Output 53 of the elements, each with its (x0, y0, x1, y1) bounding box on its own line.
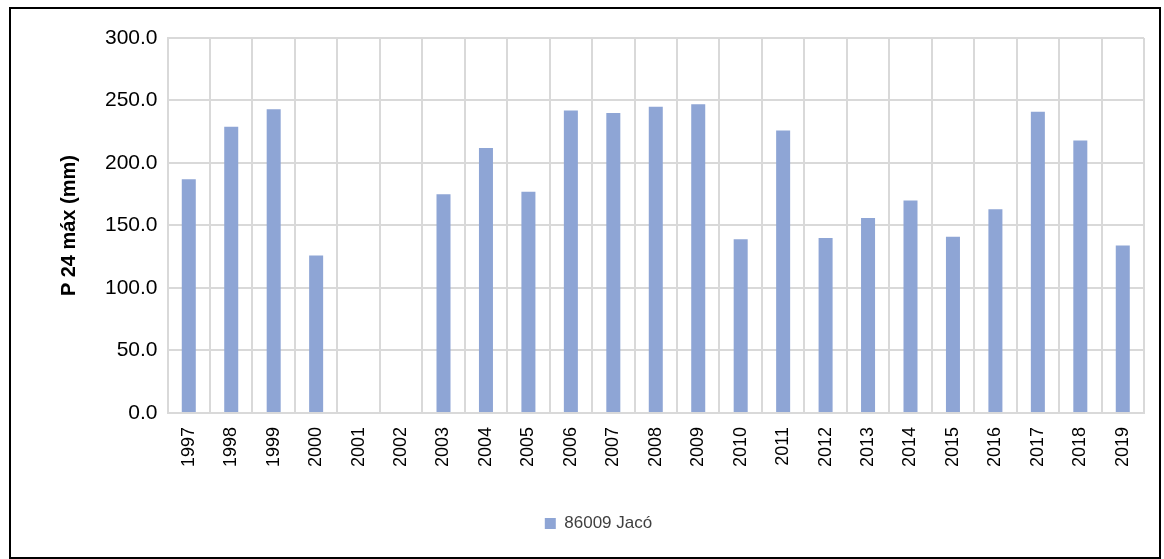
x-tick-label: 2018 (1069, 426, 1090, 467)
bar (266, 109, 281, 412)
bar (436, 194, 451, 412)
y-tick-label: 250.0 (104, 87, 158, 111)
bar (1030, 111, 1045, 412)
x-tick-label: 2003 (432, 426, 453, 467)
x-tick-label: 2001 (347, 426, 368, 467)
bar (181, 179, 196, 412)
bar (224, 126, 239, 412)
x-tick-label: 2012 (814, 426, 835, 467)
x-tick-label: 1998 (220, 426, 241, 467)
x-tick-label: 2006 (559, 426, 580, 467)
bar (903, 200, 918, 412)
x-tick-label: 2009 (687, 426, 708, 467)
x-tick-label: 2019 (1111, 426, 1132, 467)
x-tick-label: 2005 (517, 426, 538, 467)
bar (861, 217, 876, 412)
bar (733, 239, 748, 412)
bar (945, 236, 960, 412)
x-tick-label: 2014 (899, 426, 920, 467)
x-tick-label: 2017 (1026, 426, 1047, 467)
bar (478, 147, 493, 412)
x-tick-label: 2015 (941, 426, 962, 467)
x-tick-label: 2000 (305, 426, 326, 467)
bar (691, 104, 706, 412)
y-tick-label: 100.0 (104, 274, 158, 298)
x-tick-label: 2007 (602, 426, 623, 467)
x-tick-label: 1999 (262, 426, 283, 467)
x-tick-label: 2002 (390, 426, 411, 467)
bar (818, 237, 833, 412)
x-tick-label: 1997 (177, 426, 198, 467)
x-tick-label: 2004 (474, 426, 495, 467)
y-tick-label: 50.0 (116, 337, 158, 361)
y-tick-label: 0.0 (128, 399, 158, 423)
x-tick-label: 2013 (857, 426, 878, 467)
bar (648, 106, 663, 412)
x-tick-label: 2011 (772, 426, 793, 466)
x-tick-label: 2010 (729, 426, 750, 467)
bar (776, 130, 791, 412)
y-axis-title: P 24 máx (mm) (56, 155, 79, 296)
bar (309, 255, 324, 412)
legend-label: 86009 Jacó (564, 513, 653, 533)
bar (606, 112, 621, 412)
bar (1115, 245, 1130, 412)
y-tick-label: 200.0 (104, 149, 158, 173)
x-tick-label: 2008 (644, 426, 665, 467)
bar (563, 110, 578, 412)
bar (1073, 140, 1088, 412)
y-tick-label: 300.0 (104, 24, 158, 48)
x-tick-label: 2016 (984, 426, 1005, 467)
bar (988, 209, 1003, 412)
bar (521, 191, 536, 412)
y-tick-label: 150.0 (104, 212, 158, 236)
